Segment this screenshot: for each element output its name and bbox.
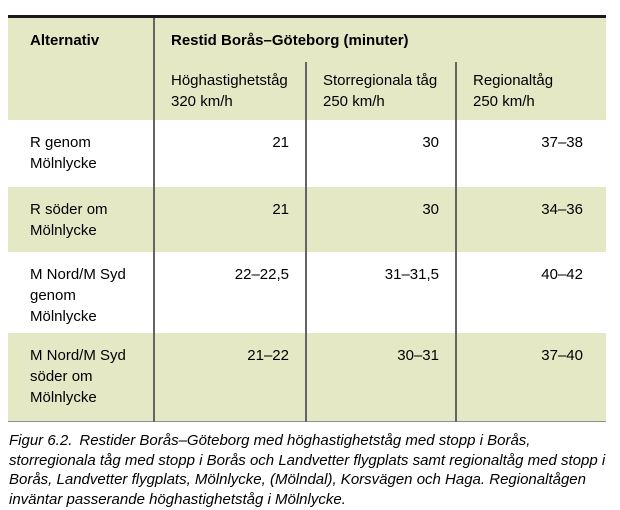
value-cell: 37–38 [455, 119, 606, 187]
table-row: R söder om Mölnlycke 21 30 34–36 [8, 186, 606, 252]
value-cell: 21–22 [153, 332, 306, 422]
table-row: R genom Mölnlycke 21 30 37–38 [8, 119, 606, 187]
value-cell: 21 [153, 119, 306, 187]
value-cell: 30–31 [305, 332, 456, 422]
row-label: M Nord/M Syd söder om Mölnlycke [8, 332, 154, 422]
row-label: R söder om Mölnlycke [8, 186, 154, 252]
row-label: R genom Mölnlycke [30, 133, 97, 172]
value-cell: 30 [305, 119, 456, 187]
column-header-alternativ: Alternativ [8, 16, 154, 120]
figure-caption: Figur 6.2. Restider Borås–Göteborg med hö… [9, 431, 613, 509]
value-cell: 40–42 [455, 251, 606, 333]
value-cell: 21 [153, 186, 306, 252]
column-header-hoghastighetstag: Höghastighetståg 320 km/h [153, 61, 306, 120]
value-cell: 34–36 [455, 186, 606, 252]
column-header-restid-group: Restid Borås–Göteborg (minuter) [153, 16, 606, 62]
value-cell: 22–22,5 [153, 251, 306, 333]
table-row: M Nord/M Syd genom Mölnlycke 22–22,5 31–… [8, 251, 606, 333]
figure-caption-label: Figur 6.2. [9, 432, 73, 449]
row-label: M Nord/M Syd genom Mölnlycke [30, 265, 126, 325]
travel-time-table: Alternativ Restid Borås–Göteborg (minute… [8, 15, 606, 422]
table-row: M Nord/M Syd söder om Mölnlycke 21–22 30… [8, 332, 606, 422]
column-header-storregionala-tag: Storregionala tåg 250 km/h [305, 61, 456, 120]
value-cell: 30 [305, 186, 456, 252]
value-cell: 31–31,5 [305, 251, 456, 333]
value-cell: 37–40 [455, 332, 606, 422]
column-header-regionaltag: Regionaltåg 250 km/h [455, 61, 606, 120]
figure-caption-text: Restider Borås–Göteborg med höghastighet… [9, 432, 606, 508]
